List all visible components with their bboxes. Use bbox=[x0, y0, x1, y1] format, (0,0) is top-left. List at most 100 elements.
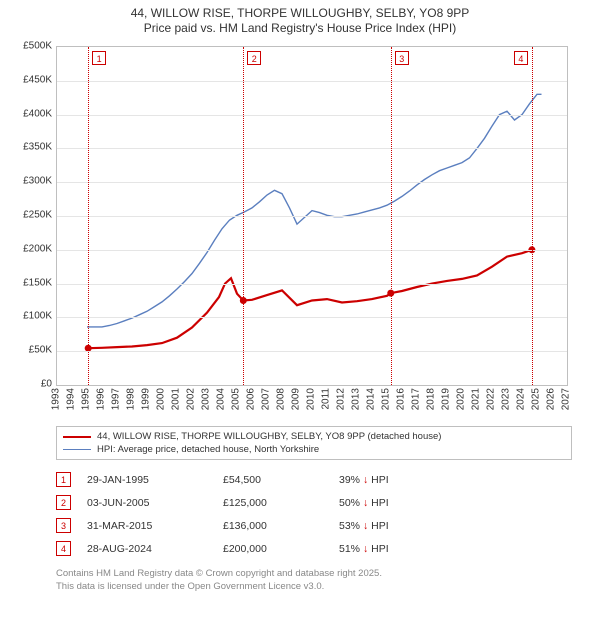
y-tick-label: £50K bbox=[12, 345, 52, 356]
y-tick-label: £300K bbox=[12, 176, 52, 187]
gridline bbox=[57, 216, 567, 217]
legend-label-1: 44, WILLOW RISE, THORPE WILLOUGHBY, SELB… bbox=[97, 431, 441, 442]
y-tick-label: £500K bbox=[12, 41, 52, 52]
x-tick-label: 2024 bbox=[516, 388, 527, 410]
y-tick-label: £400K bbox=[12, 108, 52, 119]
table-marker: 1 bbox=[56, 472, 71, 487]
y-tick-label: £150K bbox=[12, 277, 52, 288]
table-marker: 4 bbox=[56, 541, 71, 556]
table-price: £125,000 bbox=[223, 497, 323, 509]
attribution-line-2: This data is licensed under the Open Gov… bbox=[56, 581, 572, 594]
legend-row-2: HPI: Average price, detached house, Nort… bbox=[63, 443, 565, 456]
x-tick-label: 2014 bbox=[366, 388, 377, 410]
x-tick-label: 1998 bbox=[126, 388, 137, 410]
x-tick-label: 1997 bbox=[111, 388, 122, 410]
sales-table: 1 29-JAN-1995 £54,500 39% ↓ HPI 2 03-JUN-2005… bbox=[56, 468, 572, 560]
x-tick-label: 2004 bbox=[216, 388, 227, 410]
x-tick-label: 2019 bbox=[441, 388, 452, 410]
gridline bbox=[57, 317, 567, 318]
y-tick-label: £450K bbox=[12, 74, 52, 85]
attribution-line-1: Contains HM Land Registry data © Crown c… bbox=[56, 568, 572, 581]
x-tick-label: 2020 bbox=[456, 388, 467, 410]
y-tick-label: £0 bbox=[12, 379, 52, 390]
x-tick-label: 2023 bbox=[501, 388, 512, 410]
price-paid-line bbox=[88, 250, 532, 348]
marker-box: 3 bbox=[395, 51, 409, 65]
x-tick-label: 1995 bbox=[81, 388, 92, 410]
x-tick-label: 2006 bbox=[246, 388, 257, 410]
attribution: Contains HM Land Registry data © Crown c… bbox=[56, 568, 572, 594]
plot-area: 1 2 3 4 bbox=[56, 46, 568, 386]
x-tick-label: 2009 bbox=[291, 388, 302, 410]
marker-box: 2 bbox=[247, 51, 261, 65]
gridline bbox=[57, 148, 567, 149]
x-tick-label: 2013 bbox=[351, 388, 362, 410]
table-row: 4 28-AUG-2024 £200,000 51% ↓ HPI bbox=[56, 537, 572, 560]
hpi-line bbox=[87, 94, 542, 327]
table-row: 1 29-JAN-1995 £54,500 39% ↓ HPI bbox=[56, 468, 572, 491]
table-row: 2 03-JUN-2005 £125,000 50% ↓ HPI bbox=[56, 491, 572, 514]
table-price: £136,000 bbox=[223, 520, 323, 532]
x-tick-label: 2017 bbox=[411, 388, 422, 410]
x-tick-label: 1993 bbox=[51, 388, 62, 410]
x-tick-label: 2026 bbox=[546, 388, 557, 410]
marker-box: 1 bbox=[92, 51, 106, 65]
legend-swatch-1 bbox=[63, 436, 91, 438]
legend-label-2: HPI: Average price, detached house, Nort… bbox=[97, 444, 319, 455]
table-marker: 3 bbox=[56, 518, 71, 533]
gridline bbox=[57, 250, 567, 251]
table-delta: 53% ↓ HPI bbox=[339, 520, 389, 532]
y-tick-label: £350K bbox=[12, 142, 52, 153]
table-delta: 50% ↓ HPI bbox=[339, 497, 389, 509]
x-tick-label: 2021 bbox=[471, 388, 482, 410]
table-price: £200,000 bbox=[223, 543, 323, 555]
x-tick-label: 2005 bbox=[231, 388, 242, 410]
table-delta: 51% ↓ HPI bbox=[339, 543, 389, 555]
gridline bbox=[57, 81, 567, 82]
chart: 1234 £0£50K£100K£150K£200K£250K£300K£350… bbox=[20, 40, 580, 420]
table-date: 29-JAN-1995 bbox=[87, 474, 207, 486]
y-tick-label: £200K bbox=[12, 243, 52, 254]
x-tick-label: 2025 bbox=[531, 388, 542, 410]
table-date: 03-JUN-2005 bbox=[87, 497, 207, 509]
table-date: 28-AUG-2024 bbox=[87, 543, 207, 555]
x-tick-label: 2012 bbox=[336, 388, 347, 410]
gridline bbox=[57, 351, 567, 352]
marker-vline bbox=[391, 47, 392, 385]
x-tick-label: 2000 bbox=[156, 388, 167, 410]
y-tick-label: £100K bbox=[12, 311, 52, 322]
x-tick-label: 1994 bbox=[66, 388, 77, 410]
x-tick-label: 2010 bbox=[306, 388, 317, 410]
x-tick-label: 2018 bbox=[426, 388, 437, 410]
x-tick-label: 2015 bbox=[381, 388, 392, 410]
y-tick-label: £250K bbox=[12, 210, 52, 221]
x-tick-label: 2011 bbox=[321, 388, 332, 410]
x-tick-label: 2008 bbox=[276, 388, 287, 410]
x-tick-label: 1999 bbox=[141, 388, 152, 410]
x-tick-label: 1996 bbox=[96, 388, 107, 410]
gridline bbox=[57, 182, 567, 183]
x-tick-label: 2022 bbox=[486, 388, 497, 410]
table-marker: 2 bbox=[56, 495, 71, 510]
marker-vline bbox=[88, 47, 89, 385]
x-tick-label: 2027 bbox=[561, 388, 572, 410]
title-line-2: Price paid vs. HM Land Registry's House … bbox=[0, 21, 600, 36]
x-tick-label: 2003 bbox=[201, 388, 212, 410]
x-tick-label: 2007 bbox=[261, 388, 272, 410]
legend-row-1: 44, WILLOW RISE, THORPE WILLOUGHBY, SELB… bbox=[63, 430, 565, 443]
gridline bbox=[57, 284, 567, 285]
legend-swatch-2 bbox=[63, 449, 91, 450]
marker-vline bbox=[532, 47, 533, 385]
x-tick-label: 2016 bbox=[396, 388, 407, 410]
title-line-1: 44, WILLOW RISE, THORPE WILLOUGHBY, SELB… bbox=[0, 6, 600, 21]
legend: 44, WILLOW RISE, THORPE WILLOUGHBY, SELB… bbox=[56, 426, 572, 460]
x-tick-label: 2002 bbox=[186, 388, 197, 410]
table-row: 331-MAR-2015£136,00053% ↓ HPI bbox=[56, 514, 572, 537]
table-delta: 39% ↓ HPI bbox=[339, 474, 389, 486]
chart-title: 44, WILLOW RISE, THORPE WILLOUGHBY, SELB… bbox=[0, 0, 600, 36]
table-price: £54,500 bbox=[223, 474, 323, 486]
marker-vline bbox=[243, 47, 244, 385]
marker-box: 4 bbox=[514, 51, 528, 65]
x-tick-label: 2001 bbox=[171, 388, 182, 410]
gridline bbox=[57, 115, 567, 116]
